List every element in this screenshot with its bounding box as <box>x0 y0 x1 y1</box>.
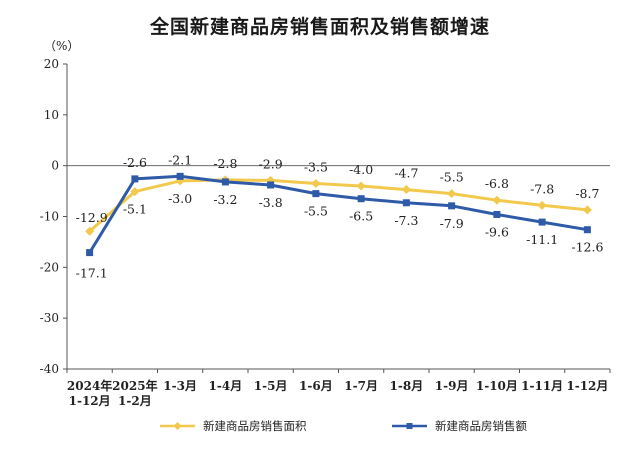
data-label: -7.3 <box>394 213 418 228</box>
series-line-0 <box>88 178 588 233</box>
data-label: -3.0 <box>168 191 192 206</box>
data-point <box>131 175 139 183</box>
data-label: -2.8 <box>213 156 237 171</box>
x-tick-label: 1-4月 <box>209 379 243 393</box>
x-tick-label: 1-10月 <box>476 379 518 393</box>
data-point <box>402 199 410 207</box>
x-tick-label: 1-6月 <box>299 379 333 393</box>
data-label: -4.0 <box>349 162 373 177</box>
series-line-1 <box>88 174 588 254</box>
data-label: -17.1 <box>76 266 108 281</box>
data-point <box>221 178 229 186</box>
data-label: -2.6 <box>123 155 147 170</box>
data-point <box>448 202 456 210</box>
data-point <box>312 190 320 198</box>
x-tick-label: 1-11月 <box>521 379 563 393</box>
data-point <box>130 187 140 197</box>
data-label: -3.2 <box>213 192 237 207</box>
x-tick-label: 1-8月 <box>390 379 424 393</box>
x-tick-label: 1-12月 <box>69 394 111 408</box>
x-tick-label: 1-2月 <box>118 394 152 408</box>
data-label: -7.8 <box>530 181 554 196</box>
x-tick-label: 2025年 <box>112 378 157 393</box>
legend-label: 新建商品房销售额 <box>435 419 527 433</box>
data-point <box>492 195 502 205</box>
x-tick-label: 1-5月 <box>254 379 288 393</box>
x-tick-label: 1-7月 <box>344 379 378 393</box>
data-point <box>86 249 94 257</box>
data-point <box>447 189 457 199</box>
y-tick-label: 0 <box>51 159 59 173</box>
data-label: -11.1 <box>526 232 558 247</box>
chart-title: 全国新建商品房销售面积及销售额增速 <box>149 16 490 38</box>
data-label: -5.1 <box>123 202 147 217</box>
data-point <box>311 178 321 188</box>
x-tick-label: 2024年 <box>67 378 112 393</box>
data-label: -5.5 <box>440 170 464 185</box>
data-point <box>85 226 95 236</box>
data-point <box>493 210 501 218</box>
y-tick-label: 20 <box>44 57 59 71</box>
y-tick-label: -30 <box>40 311 59 325</box>
legend-marker <box>173 422 182 430</box>
data-point <box>538 218 546 226</box>
x-tick-label: 1-3月 <box>163 379 197 393</box>
y-tick-label: -20 <box>40 260 59 274</box>
data-point <box>583 226 591 234</box>
data-label: -3.8 <box>259 195 283 210</box>
data-point <box>176 172 184 180</box>
data-point <box>401 185 411 195</box>
x-tick-label: 1-12月 <box>566 379 608 393</box>
y-axis-label: （%） <box>44 39 79 53</box>
data-label: -6.5 <box>349 209 373 224</box>
data-label: -7.9 <box>440 216 464 231</box>
y-tick-label: -40 <box>40 362 59 376</box>
x-tick-label: 1-9月 <box>435 379 469 393</box>
data-point <box>356 181 366 191</box>
data-label: -9.6 <box>485 224 509 239</box>
data-label: -6.8 <box>485 176 509 191</box>
data-label: -12.9 <box>76 210 108 225</box>
data-label: -5.5 <box>304 204 328 219</box>
data-label: -2.9 <box>259 156 283 171</box>
data-label: -2.1 <box>168 152 192 167</box>
legend-marker <box>406 423 413 429</box>
data-label: -3.5 <box>304 159 328 174</box>
data-label: -12.6 <box>571 240 603 255</box>
legend-label: 新建商品房销售面积 <box>203 419 307 433</box>
y-tick-label: 10 <box>44 108 59 122</box>
data-point <box>582 205 592 215</box>
data-label: -8.7 <box>575 186 599 201</box>
data-point <box>267 181 275 189</box>
y-tick-label: -10 <box>40 210 59 224</box>
data-point <box>357 195 365 203</box>
data-label: -4.7 <box>394 166 418 181</box>
data-point <box>537 200 547 210</box>
